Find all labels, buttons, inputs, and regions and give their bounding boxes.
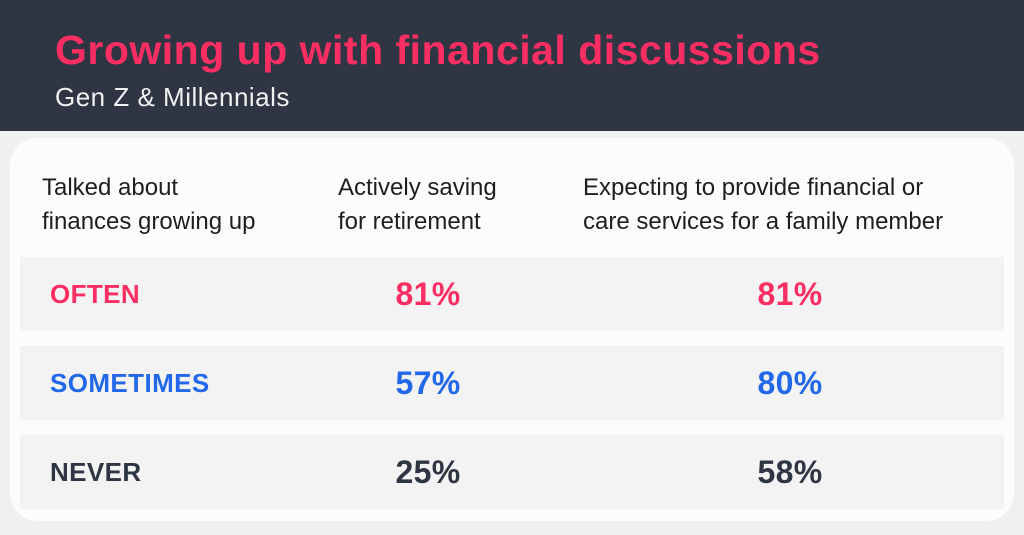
column-header-family-care: Expecting to provide financial or care s…	[583, 174, 944, 235]
table-row: OFTEN 81% 81%	[20, 257, 1004, 331]
row-value-retirement: 81%	[395, 275, 461, 312]
page-subtitle: Gen Z & Millennials	[55, 82, 290, 113]
table-row: NEVER 25% 58%	[20, 435, 1004, 509]
row-value-family-care: 58%	[757, 453, 823, 490]
row-value-family-care: 81%	[757, 275, 823, 312]
row-label: NEVER	[50, 456, 142, 487]
table-row: SOMETIMES 57% 80%	[20, 346, 1004, 420]
row-value-family-care: 80%	[757, 364, 823, 401]
row-label: SOMETIMES	[50, 367, 210, 398]
row-value-retirement: 25%	[395, 453, 461, 490]
column-header-saving-for-retirement: Actively saving for retirement	[338, 174, 497, 235]
page-title: Growing up with financial discussions	[55, 27, 821, 73]
row-label: OFTEN	[50, 278, 141, 309]
table-rows: OFTEN 81% 81% SOMETIMES 57% 80% NEVER 25…	[20, 257, 1004, 509]
table-card: Talked about finances growing up Activel…	[10, 138, 1014, 521]
column-header-talked-about-finances: Talked about finances growing up	[42, 174, 256, 235]
row-value-retirement: 57%	[395, 364, 461, 401]
column-header-row: Talked about finances growing up Activel…	[20, 138, 1004, 239]
header-banner: Growing up with financial discussions Ge…	[0, 0, 1024, 131]
